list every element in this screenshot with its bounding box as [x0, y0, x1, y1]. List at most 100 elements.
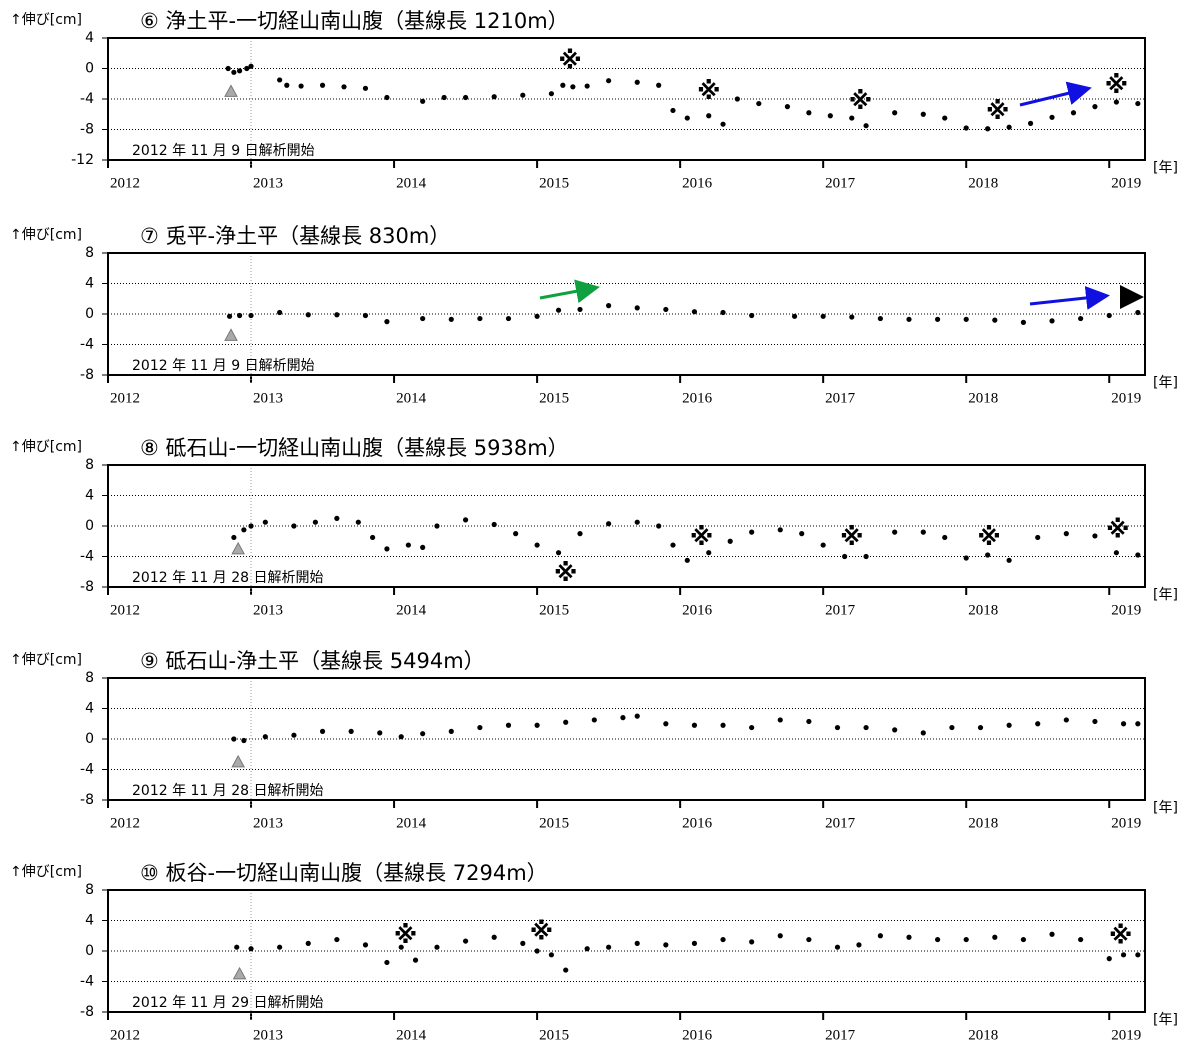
data-point [362, 312, 369, 319]
annotation: ※ [1106, 516, 1129, 544]
data-point [834, 724, 841, 731]
data-point [241, 737, 247, 744]
data-point [462, 938, 469, 944]
data-point [691, 722, 698, 728]
data-point [1027, 120, 1034, 126]
data-point [691, 940, 698, 946]
data-point [820, 542, 826, 548]
data-point [806, 718, 812, 725]
annotation: ※ [840, 523, 863, 551]
data-point [548, 91, 555, 97]
start-marker [224, 328, 238, 341]
data-point [820, 313, 826, 319]
data-point [892, 529, 898, 535]
data-point [827, 113, 833, 119]
data-point [348, 728, 354, 734]
data-point [412, 957, 419, 963]
data-point [305, 940, 311, 946]
y-tick-label: 0 [85, 61, 94, 77]
data-point [620, 715, 626, 721]
data-point [248, 312, 254, 319]
data-point [963, 936, 969, 943]
data-point [734, 96, 740, 102]
x-tick-label: 2015 [539, 390, 569, 406]
data-point [434, 523, 440, 529]
data-point [1092, 718, 1098, 725]
chart-title: ⑦ 兎平-浄土平（基線長 830m） [140, 224, 450, 248]
x-tick-label: 2017 [825, 815, 856, 831]
data-point [462, 517, 469, 523]
x-tick-label: 2018 [968, 815, 998, 831]
data-point [520, 92, 526, 98]
data-point [1049, 114, 1055, 120]
x-tick-label: 2013 [253, 390, 283, 406]
data-point [534, 948, 540, 954]
data-point [663, 306, 669, 313]
data-point [720, 722, 726, 728]
data-point [231, 69, 237, 75]
y-tick-label: 4 [85, 276, 94, 292]
data-point [963, 125, 969, 131]
data-point [370, 534, 376, 541]
annotation: ※ [849, 87, 872, 115]
x-tick-label: 2016 [682, 815, 713, 831]
data-point [670, 107, 676, 114]
data-point [291, 523, 297, 529]
data-point [234, 944, 240, 950]
y-tick-label: 8 [85, 457, 94, 473]
plot-frame [107, 464, 1146, 588]
data-point [1035, 534, 1041, 541]
data-point [1135, 552, 1141, 558]
x-tick-label: 2012 [110, 175, 140, 191]
y-tick-label: -4 [80, 974, 94, 990]
x-tick-label: 2016 [682, 1027, 713, 1043]
annotation: ※ [1109, 922, 1132, 950]
y-tick-label: 0 [85, 731, 94, 747]
data-point [1135, 952, 1141, 958]
data-point [992, 317, 998, 323]
annotation: ※ [554, 559, 577, 587]
annotation: ※ [986, 97, 1009, 125]
data-point [420, 315, 426, 322]
data-point [1120, 952, 1127, 958]
data-point [1078, 315, 1084, 322]
annotation: ※ [558, 47, 581, 75]
data-point [920, 111, 926, 117]
data-point [448, 728, 454, 734]
data-point [236, 68, 243, 74]
data-point [1063, 717, 1069, 723]
x-tick-label: 2014 [396, 602, 427, 618]
data-point [806, 110, 812, 116]
data-point [491, 521, 497, 528]
data-point [291, 732, 297, 738]
start-marker [232, 966, 247, 980]
x-tick-label: 2019 [1111, 815, 1141, 831]
data-point [534, 313, 540, 319]
data-point [1020, 936, 1027, 943]
data-point [1135, 100, 1141, 107]
data-point [1070, 110, 1077, 116]
x-tick-label: 2018 [968, 1027, 998, 1043]
y-axis-label: ↑伸び[cm] [10, 12, 82, 28]
data-point [749, 312, 755, 319]
data-point [691, 309, 698, 315]
y-tick-label: -12 [71, 152, 94, 168]
data-point [1135, 721, 1141, 727]
data-point [405, 542, 411, 548]
chart-title: ⑥ 浄土平-一切経山南山腹（基線長 1210m） [140, 9, 569, 33]
x-tick-label: 2016 [682, 602, 713, 618]
plot-frame [107, 889, 1146, 1013]
data-point [799, 531, 805, 537]
data-point [670, 542, 676, 548]
x-tick-label: 2015 [539, 1027, 569, 1043]
data-point [856, 942, 862, 948]
y-axis-label: ↑伸び[cm] [10, 652, 82, 668]
y-tick-label: 8 [85, 245, 94, 261]
data-point [706, 113, 712, 119]
y-tick-label: -4 [80, 337, 94, 353]
data-point [448, 316, 454, 322]
x-axis-unit: [年] [1153, 375, 1178, 391]
data-point [727, 538, 733, 544]
data-point [849, 115, 855, 121]
data-point [684, 557, 690, 563]
